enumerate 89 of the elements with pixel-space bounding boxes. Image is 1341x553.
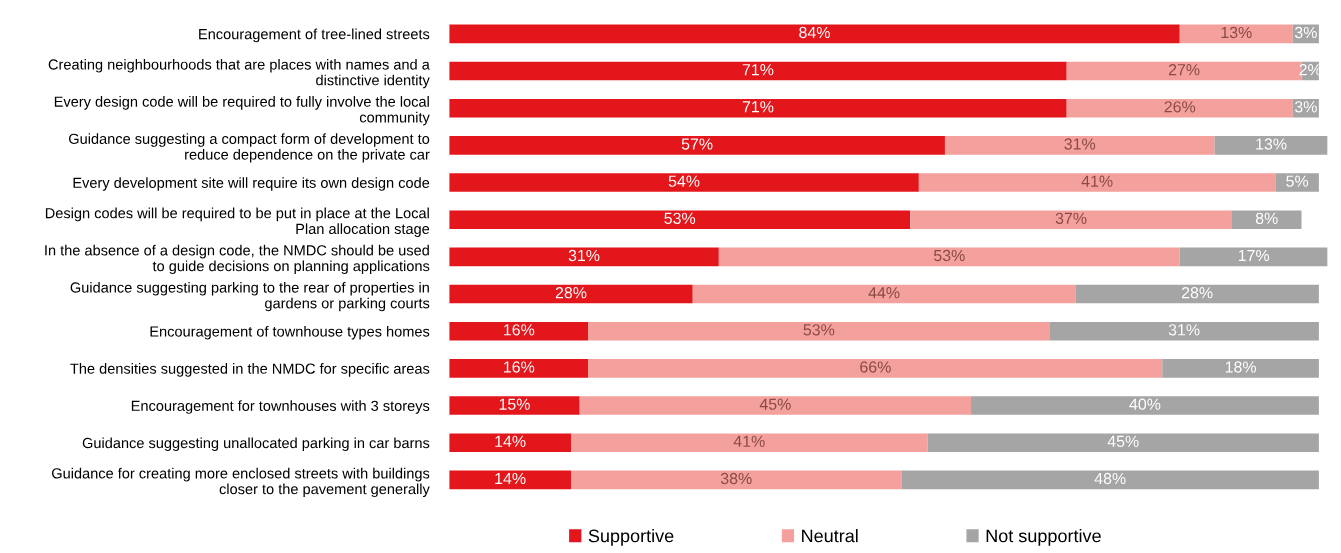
y-tick-label: The densities suggested in the NMDC for specific areas xyxy=(70,363,430,377)
data-label: 44% xyxy=(868,287,900,299)
legend-label: Neutral xyxy=(802,529,858,543)
bar xyxy=(449,173,919,192)
bar xyxy=(449,210,911,229)
data-label: 17% xyxy=(1238,249,1270,262)
bar xyxy=(1075,284,1319,304)
data-label: 71% xyxy=(742,64,774,76)
bar xyxy=(692,284,1076,304)
data-label: 37% xyxy=(1055,212,1087,224)
data-label: 3% xyxy=(1294,26,1317,39)
data-label: 45% xyxy=(1107,435,1139,448)
y-tick-label: Encouragement of tree-lined streets xyxy=(199,28,430,43)
data-label: 31% xyxy=(1168,324,1200,336)
legend-label: Supportive xyxy=(588,529,674,546)
bar xyxy=(944,136,1215,155)
y-tick-label: Guidance suggesting parking to the rear of properties in gardens or parking courts xyxy=(70,281,430,312)
data-label: 14% xyxy=(495,472,526,485)
data-label: 53% xyxy=(803,324,835,336)
bar xyxy=(1049,321,1319,341)
data-label: 41% xyxy=(1081,175,1113,187)
data-label: 31% xyxy=(568,249,600,262)
data-label: 27% xyxy=(1168,63,1200,76)
y-tick-label: Guidance suggesting unallocated parking in car barns xyxy=(82,437,430,452)
data-label: 54% xyxy=(668,175,700,187)
bar xyxy=(449,321,589,341)
bar xyxy=(588,321,1050,341)
data-label: 16% xyxy=(504,324,535,336)
data-label: 28% xyxy=(555,287,587,299)
bar xyxy=(449,359,589,378)
bar xyxy=(449,24,1180,44)
bar xyxy=(449,136,945,155)
data-label: 57% xyxy=(681,138,713,150)
y-tick-label: Encouragement of townhouse types homes xyxy=(150,325,430,340)
y-tick-label: Encouragement for townhouses with 3 storeys xyxy=(131,400,430,414)
data-label: 13% xyxy=(1221,26,1252,39)
bar xyxy=(971,396,1319,415)
data-label: 66% xyxy=(860,361,891,373)
bar xyxy=(449,247,719,267)
data-label: 28% xyxy=(1181,287,1213,299)
y-tick-label: Creating neighbourhoods that are places with names and a distinctive identity xyxy=(48,58,430,89)
data-label: 41% xyxy=(733,435,765,447)
bar xyxy=(449,284,693,304)
bar xyxy=(449,61,1067,81)
bar xyxy=(901,470,1319,490)
bar xyxy=(579,396,972,415)
data-label: 40% xyxy=(1129,398,1161,410)
data-label: 18% xyxy=(1225,361,1257,373)
data-label: 8% xyxy=(1255,212,1278,224)
y-tick-label: Every development site will require its own design code xyxy=(73,177,430,191)
data-label: 48% xyxy=(1094,472,1126,485)
bar xyxy=(570,470,902,490)
data-label: 53% xyxy=(664,212,696,224)
y-tick-label: Guidance suggesting a compact form of development to reduce dependence on the private car xyxy=(69,133,430,163)
bar xyxy=(570,433,928,453)
y-tick-label: Guidance for creating more enclosed streets with buildings closer to the pavement generally xyxy=(52,467,430,498)
data-label: 45% xyxy=(759,398,791,410)
data-label: 13% xyxy=(1256,138,1287,150)
bar xyxy=(1214,136,1328,155)
bar xyxy=(449,433,571,453)
bar xyxy=(1179,247,1328,267)
data-label: 14% xyxy=(495,435,526,447)
legend-label: Not supportive xyxy=(986,529,1101,546)
bar xyxy=(1275,173,1319,192)
y-tick-label: Every design code will be required to fully involve the local community xyxy=(54,96,430,126)
y-tick-label: Design codes will be required to be put in place at the Local Plan allocation stage xyxy=(45,207,430,237)
data-label: 16% xyxy=(504,361,535,373)
bar xyxy=(449,396,580,415)
y-tick-label: In the absence of a design code, the NMDC should be used to guide decisions on planning applications xyxy=(45,244,430,275)
bar xyxy=(927,433,1319,453)
bar xyxy=(1162,359,1319,378)
bar xyxy=(718,247,1180,267)
data-label: 5% xyxy=(1286,175,1309,187)
data-label: 53% xyxy=(933,249,965,262)
data-label: 3% xyxy=(1294,101,1317,113)
bar xyxy=(449,98,1067,118)
data-label: 71% xyxy=(742,101,774,113)
bar xyxy=(1231,210,1302,229)
data-label: 15% xyxy=(499,398,530,410)
bar xyxy=(1179,24,1293,44)
data-label: 26% xyxy=(1164,101,1196,113)
bar xyxy=(918,173,1276,192)
data-label: 84% xyxy=(799,26,830,39)
bar xyxy=(588,359,1163,378)
data-label: 31% xyxy=(1064,138,1096,150)
bar xyxy=(910,210,1232,229)
bar xyxy=(449,470,571,490)
data-label: 38% xyxy=(720,472,752,485)
bar xyxy=(1066,98,1293,118)
